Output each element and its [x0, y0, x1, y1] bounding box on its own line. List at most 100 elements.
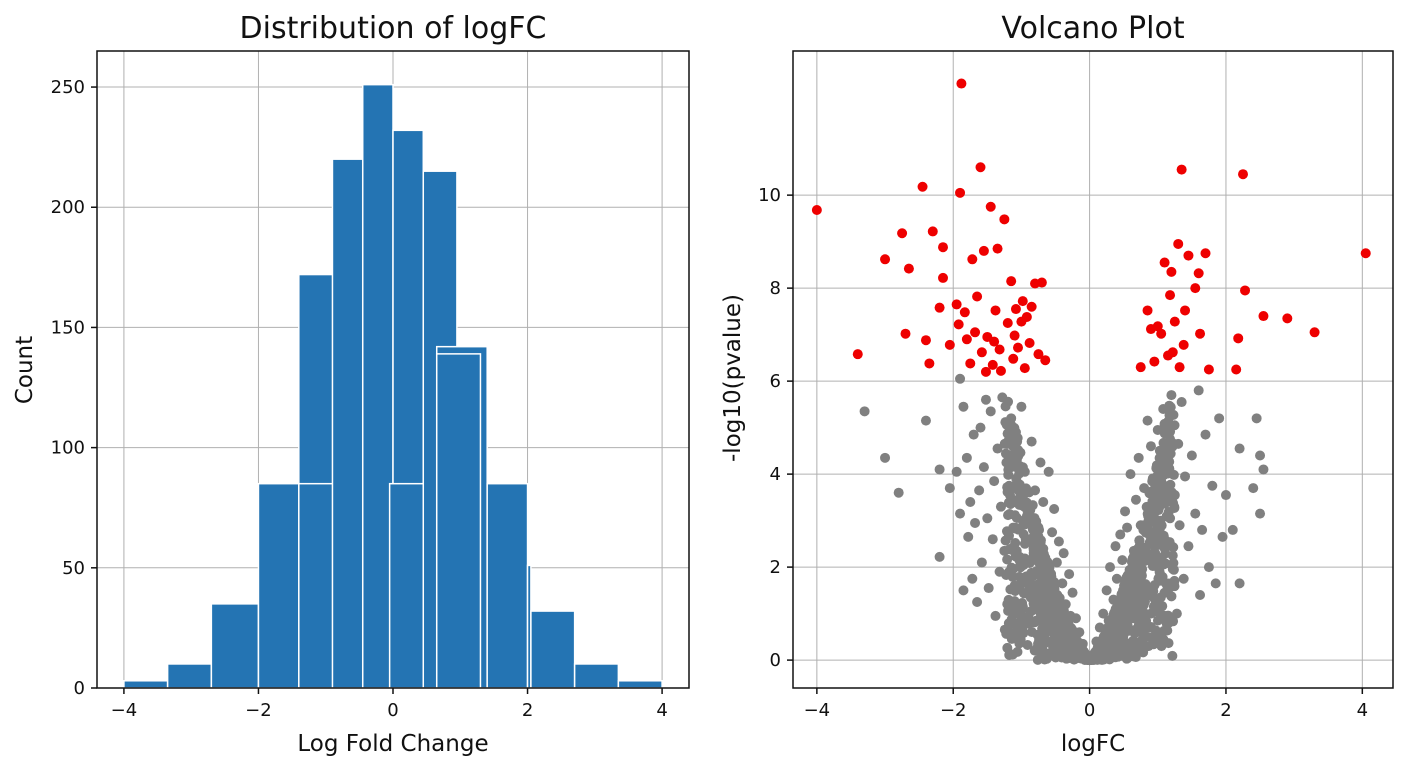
volcano-point-nonsignificant [1133, 452, 1144, 463]
volcano-point-nonsignificant [1207, 480, 1218, 491]
volcano-point-nonsignificant [955, 373, 966, 384]
volcano-point-nonsignificant [1200, 429, 1211, 440]
volcano-point-nonsignificant [1057, 578, 1068, 589]
volcano-point-significant [1159, 257, 1170, 268]
volcano-point-significant [1033, 349, 1044, 360]
histogram-bar [573, 663, 620, 689]
volcano-point-nonsignificant [965, 497, 976, 508]
volcano-point-significant [1169, 316, 1180, 327]
volcano-point-nonsignificant [1067, 587, 1078, 598]
volcano-point-nonsignificant [985, 406, 996, 417]
volcano-point-nonsignificant [1124, 564, 1135, 575]
histogram-panel: −4 −2 0 2 4 0 50 100 150 200 250 Distribution of … [12, 11, 690, 757]
volcano-point-significant [951, 299, 962, 310]
volcano-point-nonsignificant [1193, 385, 1204, 396]
volcano-point-nonsignificant [990, 610, 1001, 621]
volcano-point-nonsignificant [1002, 482, 1013, 493]
histogram-x-tick-label: 2 [522, 700, 533, 721]
volcano-point-significant [970, 327, 981, 338]
volcano-point-significant [944, 339, 955, 350]
volcano-point-nonsignificant [1078, 647, 1089, 658]
volcano-point-significant [1135, 362, 1146, 373]
volcano-point-significant [999, 214, 1010, 225]
volcano-point-nonsignificant [1035, 632, 1046, 643]
volcano-point-nonsignificant [1141, 622, 1152, 633]
volcano-point-significant [938, 242, 948, 253]
volcano-point-nonsignificant [1220, 490, 1231, 501]
volcano-point-nonsignificant [1011, 479, 1022, 490]
volcano-point-nonsignificant [983, 583, 994, 594]
volcano-point-nonsignificant [1064, 569, 1075, 580]
histogram-bar [486, 482, 529, 689]
volcano-point-nonsignificant [893, 487, 904, 498]
volcano-point-significant [1026, 301, 1037, 312]
volcano-point-nonsignificant [970, 517, 981, 528]
volcano-point-nonsignificant [1137, 587, 1148, 598]
volcano-point-nonsignificant [1058, 548, 1069, 559]
volcano-x-tick-label: −4 [804, 700, 831, 721]
histogram-bar [331, 158, 367, 689]
histogram-bar [361, 83, 394, 689]
volcano-point-nonsignificant [1234, 443, 1245, 454]
histogram-title: Distribution of logFC [240, 11, 547, 46]
volcano-point-nonsignificant [1195, 590, 1206, 601]
volcano-x-tick-label: 4 [1357, 700, 1368, 721]
volcano-point-nonsignificant [1186, 450, 1197, 461]
volcano-point-nonsignificant [1009, 423, 1020, 434]
volcano-point-nonsignificant [1169, 420, 1180, 431]
volcano-point-nonsignificant [1053, 536, 1064, 547]
histogram-x-tick-label: −4 [111, 700, 138, 721]
volcano-point-significant [959, 307, 970, 318]
volcano-point-nonsignificant [1128, 554, 1139, 565]
volcano-point-nonsignificant [1234, 578, 1245, 589]
volcano-point-significant [955, 187, 966, 198]
volcano-point-significant [1282, 313, 1293, 324]
volcano-point-significant [1021, 311, 1032, 322]
volcano-point-significant [900, 328, 911, 339]
volcano-significant-points [811, 78, 1371, 377]
volcano-point-nonsignificant [1070, 613, 1081, 624]
volcano-y-label: -log10(pvalue) [720, 294, 746, 462]
histogram-x-label: Log Fold Change [297, 731, 488, 757]
volcano-point-significant [880, 254, 891, 265]
volcano-nonsignificant-points [859, 373, 1269, 666]
volcano-point-nonsignificant [1005, 490, 1016, 501]
volcano-point-nonsignificant [1059, 612, 1070, 623]
volcano-point-significant [1238, 169, 1248, 180]
histogram-bars [123, 83, 663, 689]
histogram-y-label: Count [12, 336, 38, 404]
volcano-point-nonsignificant [1180, 471, 1191, 482]
volcano-point-nonsignificant [1118, 611, 1129, 622]
histogram-bar [530, 610, 576, 689]
volcano-point-nonsignificant [1178, 573, 1189, 584]
volcano-point-nonsignificant [1166, 591, 1177, 602]
volcano-point-nonsignificant [1140, 527, 1151, 538]
volcano-point-nonsignificant [1145, 441, 1156, 452]
volcano-point-significant [897, 228, 908, 239]
volcano-point-significant [989, 336, 1000, 347]
volcano-y-tick-label: 2 [770, 557, 781, 578]
histogram-bar [210, 603, 260, 689]
volcano-point-nonsignificant [1003, 464, 1014, 475]
volcano-point-nonsignificant [1002, 599, 1013, 610]
volcano-point-significant [1258, 311, 1269, 322]
volcano-point-nonsignificant [1049, 503, 1060, 514]
volcano-point-nonsignificant [1017, 601, 1028, 612]
volcano-point-significant [1152, 321, 1163, 332]
volcano-point-nonsignificant [1139, 555, 1150, 566]
volcano-point-nonsignificant [1029, 531, 1040, 542]
volcano-point-nonsignificant [1160, 558, 1171, 569]
volcano-point-nonsignificant [1255, 450, 1266, 461]
volcano-point-nonsignificant [1174, 520, 1185, 531]
volcano-point-nonsignificant [1061, 653, 1072, 664]
volcano-point-nonsignificant [980, 394, 991, 405]
volcano-point-nonsignificant [1087, 653, 1098, 664]
volcano-point-nonsignificant [1051, 617, 1062, 628]
volcano-point-nonsignificant [1142, 415, 1153, 426]
volcano-point-nonsignificant [1035, 457, 1046, 468]
volcano-y-ticks: 0 2 4 6 8 10 [758, 185, 793, 671]
volcano-point-nonsignificant [974, 485, 985, 496]
volcano-point-nonsignificant [1169, 503, 1180, 514]
volcano-point-nonsignificant [1133, 620, 1144, 631]
